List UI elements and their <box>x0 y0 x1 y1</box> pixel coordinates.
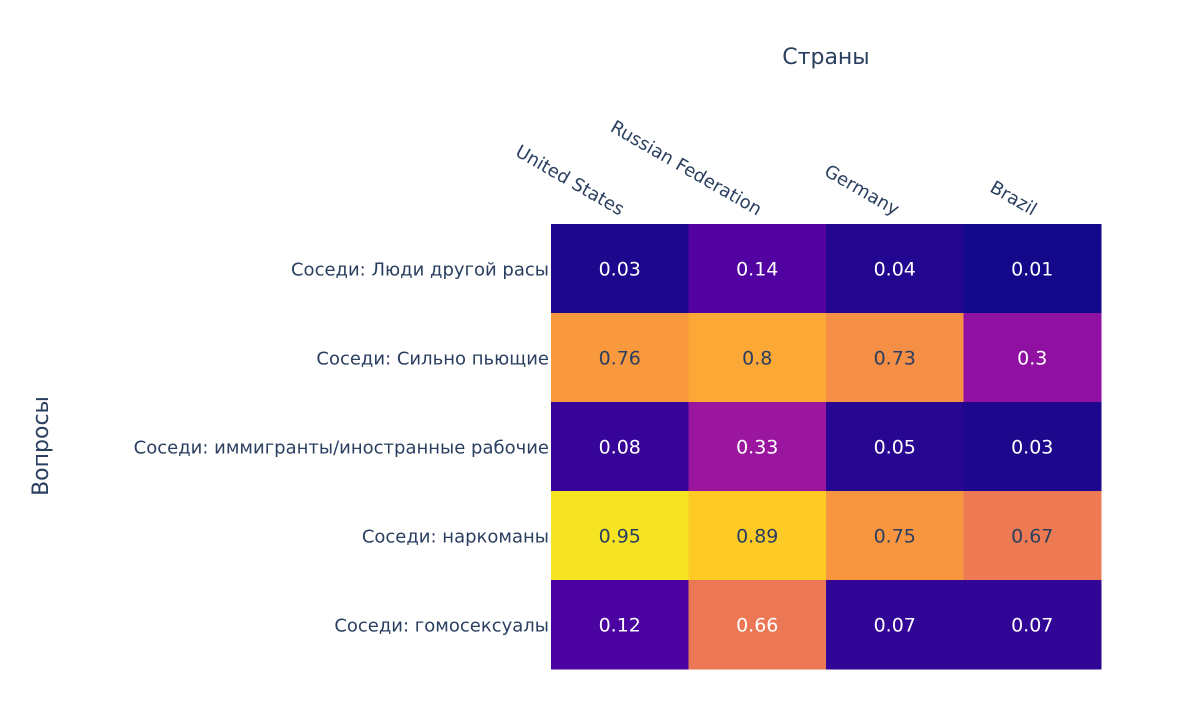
cell-value-label: 0.75 <box>874 526 916 548</box>
heatmap-cell <box>688 402 827 492</box>
cell-value-label: 0.8 <box>742 348 772 370</box>
cell-value-label: 0.07 <box>1011 615 1053 637</box>
y-tick-labels: Соседи: Люди другой расы Соседи: Сильно п… <box>134 260 549 637</box>
heatmap-cell-labels: 0.03 0.14 0.04 0.01 0.76 0.8 0.73 0.3 0.08 0.33 0.… <box>599 259 1054 637</box>
x-axis-title: Страны <box>782 45 869 70</box>
cell-value-label: 0.07 <box>874 615 916 637</box>
heatmap-cell <box>688 580 827 670</box>
x-tick-label: Russian Federation <box>607 117 765 221</box>
cell-value-label: 0.05 <box>874 437 916 459</box>
x-tick-label: Brazil <box>986 177 1040 220</box>
cell-value-label: 0.08 <box>599 437 641 459</box>
heatmap-cells <box>551 224 1102 670</box>
cell-value-label: 0.76 <box>599 348 641 370</box>
cell-value-label: 0.66 <box>736 615 778 637</box>
heatmap-cell <box>963 402 1102 492</box>
heatmap-cell <box>963 491 1102 581</box>
heatmap-cell <box>826 224 964 314</box>
heatmap-cell <box>551 580 689 670</box>
heatmap-cell <box>688 224 827 314</box>
cell-value-label: 0.3 <box>1017 348 1047 370</box>
heatmap-cell <box>551 224 689 314</box>
heatmap-cell <box>688 313 827 403</box>
heatmap-cell <box>963 224 1102 314</box>
heatmap-cell <box>551 402 689 492</box>
heatmap-cell <box>688 491 827 581</box>
heatmap-cell <box>826 313 964 403</box>
y-tick-label: Соседи: гомосексуалы <box>334 616 549 637</box>
y-tick-label: Соседи: Люди другой расы <box>291 260 549 281</box>
heatmap-cell <box>826 491 964 581</box>
y-tick-label: Соседи: наркоманы <box>362 527 549 548</box>
y-axis-title: Вопросы <box>29 396 54 496</box>
cell-value-label: 0.89 <box>736 526 778 548</box>
heatmap-cell <box>826 402 964 492</box>
cell-value-label: 0.03 <box>1011 437 1053 459</box>
cell-value-label: 0.01 <box>1011 259 1053 281</box>
y-tick-label: Соседи: Сильно пьющие <box>316 349 549 370</box>
heatmap-cell <box>963 313 1102 403</box>
cell-value-label: 0.03 <box>599 259 641 281</box>
cell-value-label: 0.14 <box>736 259 778 281</box>
heatmap-cell <box>826 580 964 670</box>
cell-value-label: 0.04 <box>874 259 916 281</box>
y-tick-label: Соседи: иммигранты/иностранные рабочие <box>134 438 549 459</box>
cell-value-label: 0.95 <box>599 526 641 548</box>
cell-value-label: 0.12 <box>599 615 641 637</box>
x-tick-label: United States <box>512 141 628 220</box>
heatmap-cell <box>963 580 1102 670</box>
x-tick-label: Germany <box>821 161 903 221</box>
cell-value-label: 0.73 <box>874 348 916 370</box>
cell-value-label: 0.33 <box>736 437 778 459</box>
heatmap-cell <box>551 313 689 403</box>
cell-value-label: 0.67 <box>1011 526 1053 548</box>
heatmap-cell <box>551 491 689 581</box>
